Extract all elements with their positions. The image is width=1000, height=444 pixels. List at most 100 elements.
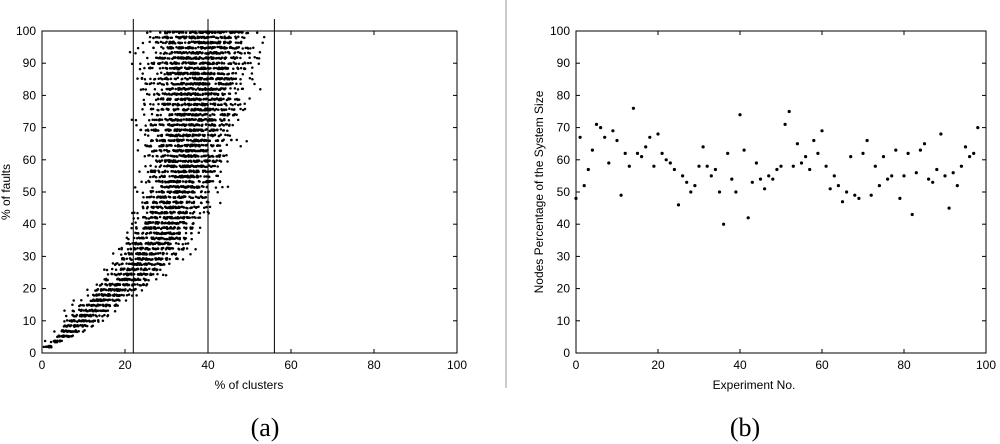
chart-a-point bbox=[194, 133, 198, 137]
chart-a-point bbox=[156, 226, 160, 230]
chart-a-point bbox=[198, 88, 201, 91]
chart-a-point bbox=[202, 139, 206, 143]
chart-a-point bbox=[152, 170, 156, 173]
chart-a-point bbox=[174, 98, 177, 101]
chart-a-point bbox=[142, 268, 145, 272]
chart-b-point bbox=[894, 148, 898, 152]
chart-a-point bbox=[82, 309, 86, 312]
chart-a-point bbox=[160, 221, 164, 224]
chart-a-point bbox=[145, 206, 149, 210]
chart-a-point bbox=[164, 231, 167, 235]
chart-a-point bbox=[199, 165, 202, 168]
chart-a-y-tick-label: 10 bbox=[23, 314, 37, 328]
chart-a-point bbox=[237, 46, 241, 49]
chart-a-point bbox=[170, 51, 174, 54]
chart-a-point bbox=[98, 314, 101, 317]
chart-a-point bbox=[150, 237, 154, 240]
chart-a-point bbox=[73, 319, 76, 323]
chart-a-point bbox=[185, 71, 189, 75]
chart-a-point bbox=[151, 210, 154, 214]
chart-a-point bbox=[174, 87, 177, 91]
chart-a-point bbox=[148, 93, 151, 96]
chart-a-point bbox=[170, 221, 174, 224]
chart-a-point bbox=[176, 56, 180, 59]
chart-a-point bbox=[199, 112, 202, 116]
chart-a-point bbox=[190, 98, 194, 101]
chart-a-point bbox=[215, 155, 218, 158]
chart-a-point bbox=[230, 138, 233, 142]
chart-a-point bbox=[158, 36, 161, 39]
chart-a-point bbox=[173, 71, 176, 75]
chart-a-point bbox=[168, 185, 172, 188]
chart-a-point bbox=[208, 77, 211, 80]
chart-a-point bbox=[204, 196, 208, 199]
chart-a-point bbox=[158, 67, 162, 70]
chart-a-point bbox=[85, 313, 88, 317]
chart-a-point bbox=[186, 129, 189, 132]
chart-a-point bbox=[204, 103, 208, 106]
chart-a-point bbox=[243, 61, 246, 64]
chart-a-point bbox=[178, 148, 181, 152]
chart-a-point bbox=[227, 119, 231, 122]
chart-a-point bbox=[209, 170, 212, 173]
chart-a-point bbox=[184, 46, 188, 50]
chart-a-point bbox=[139, 267, 143, 271]
chart-b-point bbox=[681, 174, 685, 178]
chart-b-point bbox=[590, 148, 595, 152]
chart-a-point bbox=[181, 258, 185, 261]
chart-a-point bbox=[221, 139, 224, 142]
chart-a-point bbox=[136, 211, 139, 215]
chart-a-point bbox=[183, 102, 187, 105]
chart-a-point bbox=[261, 41, 264, 44]
chart-a-point bbox=[218, 149, 222, 153]
chart-a-point bbox=[239, 40, 243, 44]
chart-a-point bbox=[147, 154, 150, 157]
chart-a-point bbox=[160, 190, 164, 193]
chart-b-point bbox=[640, 155, 644, 159]
chart-a-point bbox=[149, 231, 153, 235]
chart-a-point bbox=[169, 41, 172, 45]
chart-a-point bbox=[106, 314, 110, 317]
chart-a-point bbox=[196, 149, 200, 153]
chart-a-point bbox=[160, 159, 164, 162]
chart-a-x-tick-label: 0 bbox=[39, 358, 46, 372]
chart-a-point bbox=[182, 134, 185, 138]
chart-a-point bbox=[237, 98, 241, 101]
chart-a-point bbox=[141, 41, 145, 45]
chart-a-point bbox=[78, 319, 81, 322]
chart-a-point bbox=[148, 40, 151, 44]
chart-a-point bbox=[195, 205, 198, 209]
chart-a-point bbox=[208, 164, 211, 167]
chart-a-y-ticks: 0 10 20 30 40 50 60 70 80 90 100 bbox=[16, 24, 457, 360]
chart-a-point bbox=[234, 72, 238, 75]
chart-a-point bbox=[168, 196, 172, 199]
chart-b-x-ticks: 0 20 40 60 80 100 bbox=[573, 31, 996, 372]
chart-a-point bbox=[206, 170, 209, 173]
chart-a-point bbox=[144, 129, 148, 132]
chart-a-point bbox=[219, 87, 222, 90]
chart-a-point bbox=[197, 41, 200, 44]
chart-a-point bbox=[81, 313, 84, 317]
chart-a-point bbox=[155, 154, 158, 158]
chart-a-point bbox=[176, 72, 179, 75]
chart-a-point bbox=[142, 262, 146, 266]
chart-b-point bbox=[689, 190, 693, 194]
chart-a-point bbox=[163, 174, 166, 178]
chart-a-point bbox=[158, 144, 161, 148]
chart-a-point bbox=[130, 222, 134, 225]
chart-b-point bbox=[902, 174, 906, 178]
chart-b-y-tick-label: 90 bbox=[557, 56, 571, 70]
chart-a-point bbox=[157, 221, 161, 224]
chart-a-point bbox=[79, 309, 83, 312]
chart-a-point bbox=[160, 144, 163, 147]
chart-a-point bbox=[138, 247, 142, 250]
chart-a-point bbox=[168, 93, 171, 96]
chart-a-point bbox=[143, 154, 147, 158]
chart-a-point bbox=[134, 118, 138, 122]
chart-a-point bbox=[158, 148, 161, 152]
chart-a-point bbox=[173, 77, 177, 81]
chart-a-point bbox=[219, 133, 223, 136]
chart-a-point bbox=[186, 82, 190, 86]
chart-a-point bbox=[191, 196, 195, 200]
chart-a-point bbox=[147, 119, 151, 122]
